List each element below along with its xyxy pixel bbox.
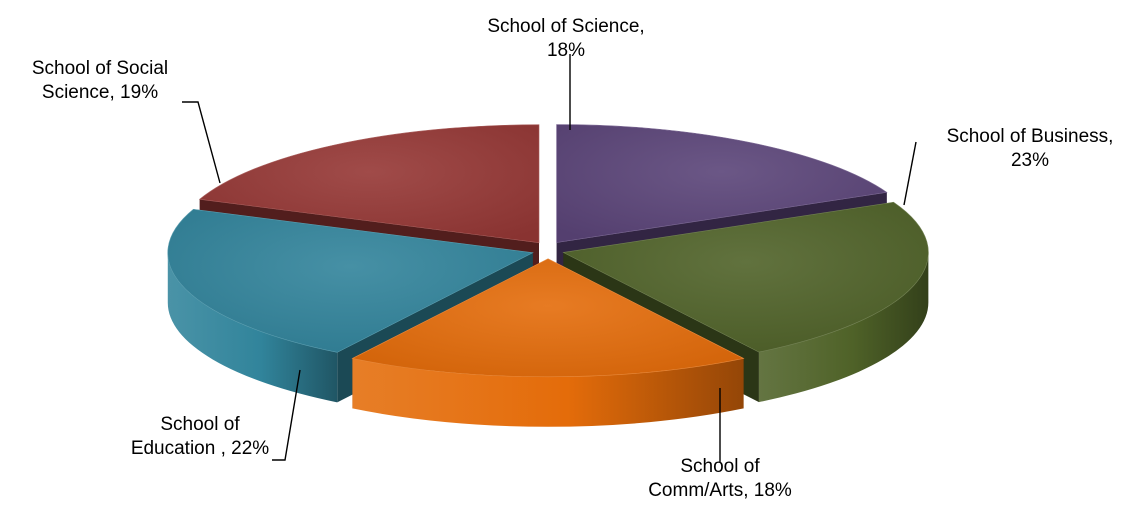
label-line: School of Business,: [947, 126, 1114, 147]
label-school-of-comm-arts: School of Comm/Arts, 18%: [648, 456, 792, 501]
slice-tops: [167, 124, 929, 378]
slice-school-of-business: [562, 201, 929, 353]
label-line: School of: [160, 414, 240, 435]
label-line: 18%: [547, 40, 585, 61]
leader-line-school-of-education: [272, 369, 301, 461]
slice-school-of-comm-arts: [351, 258, 745, 378]
school-of-business-outer-wall: [758, 252, 929, 403]
label-line: School of Social: [32, 58, 168, 79]
label-line: Education , 22%: [131, 438, 269, 459]
label-school-of-education: School of Education , 22%: [131, 414, 269, 459]
slice-school-of-education: [167, 208, 534, 353]
label-school-of-business: School of Business, 23%: [947, 126, 1114, 171]
leader-line-school-of-social-science: [182, 101, 221, 184]
leader-line-school-of-business: [903, 141, 917, 206]
slice-labels: School of Science, 18% School of Business,…: [32, 16, 1114, 501]
label-line: School of Science,: [487, 16, 644, 37]
school-of-comm-arts-outer-wall: [352, 358, 744, 427]
school-of-education-outer-wall: [167, 252, 338, 403]
label-line: Science, 19%: [42, 82, 158, 103]
leader-lines: [182, 54, 917, 462]
label-line: Comm/Arts, 18%: [648, 480, 792, 501]
label-school-of-social-science: School of Social Science, 19%: [32, 58, 168, 103]
slice-school-of-social-science: [198, 124, 540, 244]
slice-school-of-science: [556, 124, 888, 243]
label-line: 23%: [1011, 150, 1049, 171]
label-school-of-science: School of Science, 18%: [487, 16, 644, 61]
label-line: School of: [680, 456, 760, 477]
